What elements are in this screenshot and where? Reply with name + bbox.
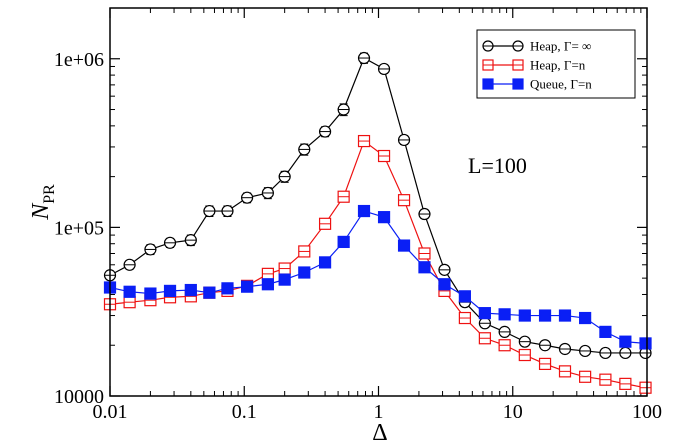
data-point — [203, 286, 216, 299]
data-point — [337, 235, 350, 249]
data-point — [261, 278, 274, 291]
data-point — [458, 290, 471, 303]
x-tick-label: 0.01 — [93, 401, 128, 423]
data-point — [619, 335, 632, 348]
data-point — [377, 211, 391, 224]
legend-label: Queue, Γ=n — [530, 77, 592, 92]
data-point — [240, 280, 254, 293]
series-line — [109, 57, 646, 354]
data-point — [498, 308, 511, 321]
data-point — [478, 307, 491, 320]
legend-marker — [512, 78, 524, 90]
data-point — [418, 261, 431, 274]
data-point — [438, 278, 451, 291]
data-point — [221, 282, 234, 295]
series-2 — [103, 204, 652, 350]
y-tick-label: 10000 — [54, 386, 104, 408]
data-point — [518, 309, 531, 322]
data-point — [278, 273, 291, 286]
data-point — [318, 256, 332, 269]
x-tick-label: 10 — [503, 401, 523, 423]
plot-frame — [109, 7, 648, 397]
legend: Heap, Γ= ∞ Heap, Γ=n Queue, Γ=n — [476, 29, 636, 99]
data-point — [397, 239, 411, 252]
data-point — [538, 309, 552, 322]
series-line — [109, 210, 646, 345]
ticks-layer: 0.01 0.1 1 10 100 10000 1e+05 1e+06 — [54, 7, 662, 423]
series-0 — [103, 51, 652, 360]
x-tick-label: 100 — [632, 401, 662, 423]
data-point — [144, 287, 157, 300]
data-point — [298, 266, 311, 279]
data-point — [599, 325, 612, 338]
data-point — [184, 283, 197, 297]
data-point — [357, 204, 371, 218]
legend-label: Heap, Γ=n — [530, 58, 586, 73]
legend-box — [476, 29, 636, 99]
data-point — [558, 309, 572, 322]
x-axis-title: Δ — [372, 420, 387, 443]
y-axis-title: NPR — [28, 184, 58, 221]
data-point — [123, 285, 136, 298]
y-tick-label: 1e+06 — [54, 49, 104, 71]
x-tick-label: 0.1 — [232, 401, 257, 423]
legend-label: Heap, Γ= ∞ — [530, 39, 591, 54]
annotation-label: L=100 — [468, 153, 527, 178]
x-tick-label: 1 — [374, 401, 384, 423]
y-tick-label: 1e+05 — [54, 217, 104, 239]
y-axis-title-main: N — [28, 202, 54, 221]
y-axis-title-sub: PR — [41, 184, 58, 204]
data-point — [163, 284, 177, 298]
series-1 — [103, 134, 652, 394]
legend-marker — [482, 78, 494, 90]
series-line — [109, 140, 646, 389]
data-point — [639, 337, 652, 350]
series-layer — [103, 51, 652, 394]
data-point — [579, 311, 592, 325]
